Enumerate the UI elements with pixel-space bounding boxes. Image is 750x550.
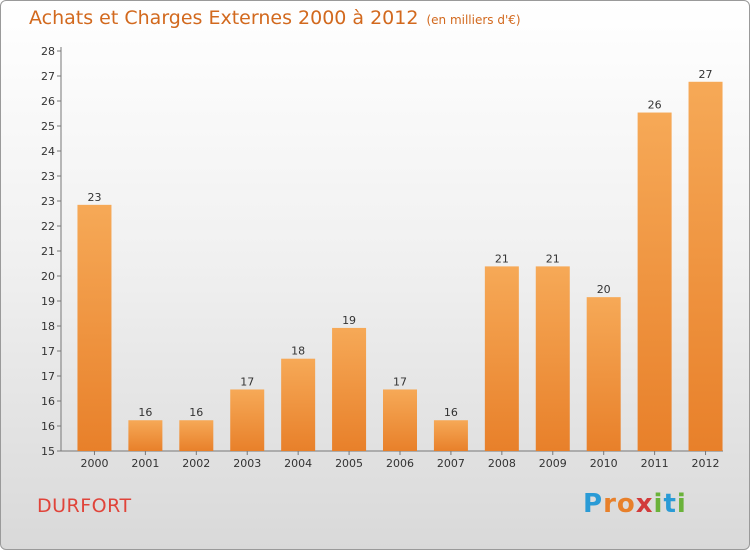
x-tick-label: 2011 <box>641 457 669 470</box>
y-tick-label: 24 <box>41 145 55 158</box>
x-tick-label: 2004 <box>284 457 312 470</box>
y-tick-label: 23 <box>41 195 55 208</box>
bar-2010 <box>586 297 621 451</box>
x-tick-label: 2005 <box>335 457 363 470</box>
y-tick-label: 16 <box>41 420 55 433</box>
bar-value-label: 18 <box>291 345 305 358</box>
x-tick-label: 2007 <box>437 457 465 470</box>
proxiti-logo[interactable]: Proxiti <box>583 489 687 519</box>
bar-2007 <box>433 420 468 451</box>
bar-value-label: 26 <box>648 99 662 112</box>
bar-value-label: 16 <box>138 406 152 419</box>
bar-value-label: 21 <box>546 252 560 265</box>
chart-title-text: Achats et Charges Externes 2000 à 2012 <box>29 7 419 29</box>
y-tick-label: 18 <box>41 320 55 333</box>
bar-value-label: 19 <box>342 314 356 327</box>
y-tick-label: 22 <box>41 220 55 233</box>
bar-value-label: 20 <box>597 283 611 296</box>
x-tick-label: 2006 <box>386 457 414 470</box>
logo-letter: i <box>653 489 664 519</box>
bar-2002 <box>179 420 214 451</box>
x-tick-label: 2009 <box>539 457 567 470</box>
bar-value-label: 21 <box>495 252 509 265</box>
y-tick-label: 17 <box>41 345 55 358</box>
y-tick-label: 27 <box>41 70 55 83</box>
y-tick-label: 20 <box>41 270 55 283</box>
x-tick-label: 2000 <box>80 457 108 470</box>
y-tick-label: 16 <box>41 395 55 408</box>
logo-letter: r <box>603 489 617 519</box>
chart-title: Achats et Charges Externes 2000 à 2012 (e… <box>29 7 521 29</box>
bar-2005 <box>332 327 367 451</box>
x-tick-label: 2010 <box>590 457 618 470</box>
x-tick-label: 2001 <box>131 457 159 470</box>
y-tick-label: 26 <box>41 95 55 108</box>
bar-2004 <box>281 358 316 451</box>
y-tick-label: 28 <box>41 45 55 58</box>
bar-value-label: 17 <box>393 375 407 388</box>
bar-2000 <box>77 204 112 451</box>
chart-subtitle: (en milliers d'€) <box>426 13 521 27</box>
x-tick-label: 2002 <box>182 457 210 470</box>
x-tick-label: 2008 <box>488 457 516 470</box>
y-tick-label: 21 <box>41 245 55 258</box>
x-tick-label: 2003 <box>233 457 261 470</box>
bar-value-label: 23 <box>87 191 101 204</box>
city-label: DURFORT <box>37 495 132 517</box>
bar-value-label: 16 <box>189 406 203 419</box>
y-tick-label: 23 <box>41 170 55 183</box>
bar-2011 <box>637 112 672 452</box>
y-tick-label: 25 <box>41 120 55 133</box>
logo-letter: t <box>663 489 677 519</box>
logo-letter: o <box>616 489 636 519</box>
bar-2012 <box>688 81 723 452</box>
bar-2009 <box>535 266 570 451</box>
logo-letter: x <box>635 489 654 519</box>
logo-letter: P <box>583 489 604 519</box>
y-tick-label: 15 <box>41 445 55 458</box>
bar-2003 <box>230 389 265 451</box>
bar-value-label: 16 <box>444 406 458 419</box>
y-tick-label: 17 <box>41 370 55 383</box>
x-tick-label: 2012 <box>692 457 720 470</box>
bar-value-label: 17 <box>240 375 254 388</box>
y-tick-label: 19 <box>41 295 55 308</box>
logo-letter: i <box>676 489 687 519</box>
bar-value-label: 27 <box>699 68 713 81</box>
bar-2008 <box>484 266 519 451</box>
bar-2001 <box>128 420 163 451</box>
bar-2006 <box>383 389 417 451</box>
